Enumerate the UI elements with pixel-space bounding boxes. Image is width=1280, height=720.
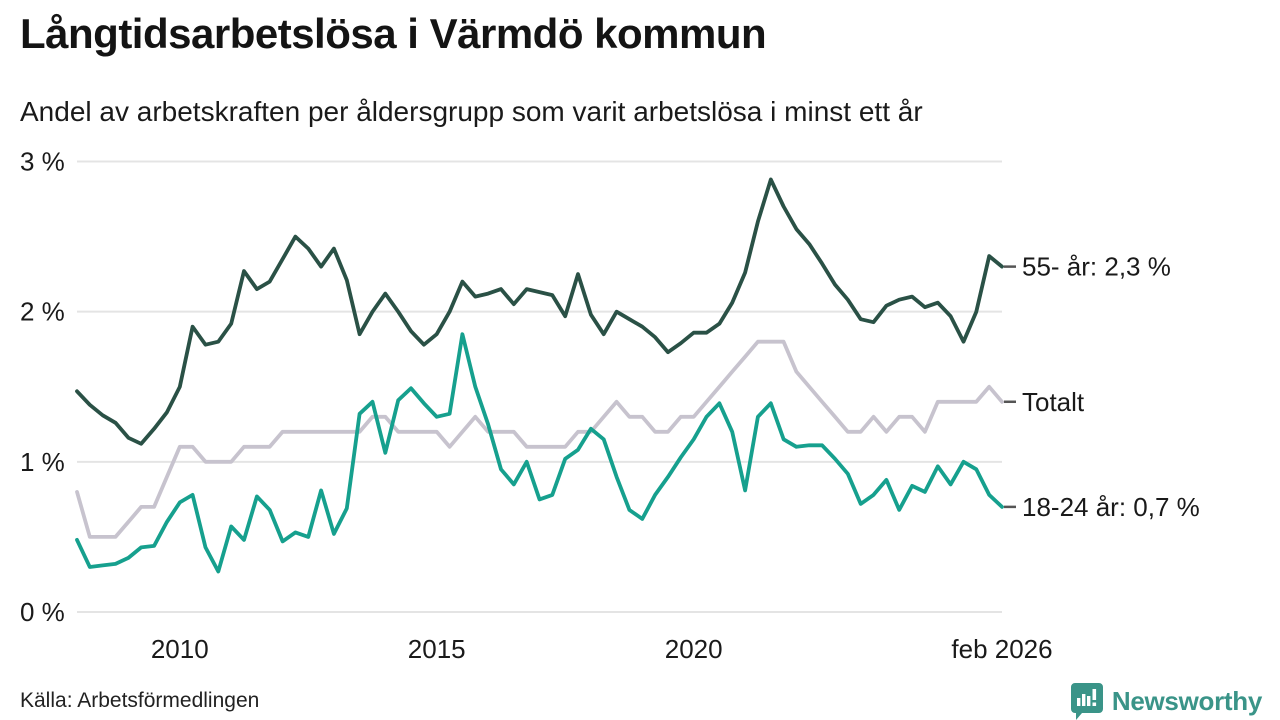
- series-end-label: 18-24 år: 0,7 %: [1022, 492, 1200, 522]
- brand-lockup: Newsworthy: [1070, 682, 1262, 720]
- y-axis-tick-label: 2 %: [20, 297, 65, 327]
- y-axis-tick-label: 3 %: [20, 147, 65, 177]
- x-axis-tick-label: feb 2026: [951, 634, 1052, 664]
- x-axis-tick-label: 2010: [151, 634, 209, 664]
- y-axis-tick-label: 0 %: [20, 597, 65, 627]
- series-end-label: Totalt: [1022, 387, 1085, 417]
- series-line-totalt: [75, 339, 1004, 539]
- page-title: Långtidsarbetslösa i Värmdö kommun: [20, 10, 767, 57]
- y-axis-tick-label: 1 %: [20, 447, 65, 477]
- brand-name: Newsworthy: [1111, 685, 1262, 716]
- source-text: Källa: Arbetsförmedlingen: [20, 689, 260, 712]
- x-axis-tick-label: 2020: [665, 634, 723, 664]
- newsworthy-logo-icon: [1070, 683, 1103, 720]
- series-end-label: 55- år: 2,3 %: [1022, 252, 1171, 282]
- x-axis-tick-label: 2015: [408, 634, 466, 664]
- series-line-18-24-r: [75, 332, 1004, 574]
- chart-subtitle: Andel av arbetskraften per åldersgrupp s…: [20, 96, 923, 127]
- series-line-55-r: [75, 177, 1004, 446]
